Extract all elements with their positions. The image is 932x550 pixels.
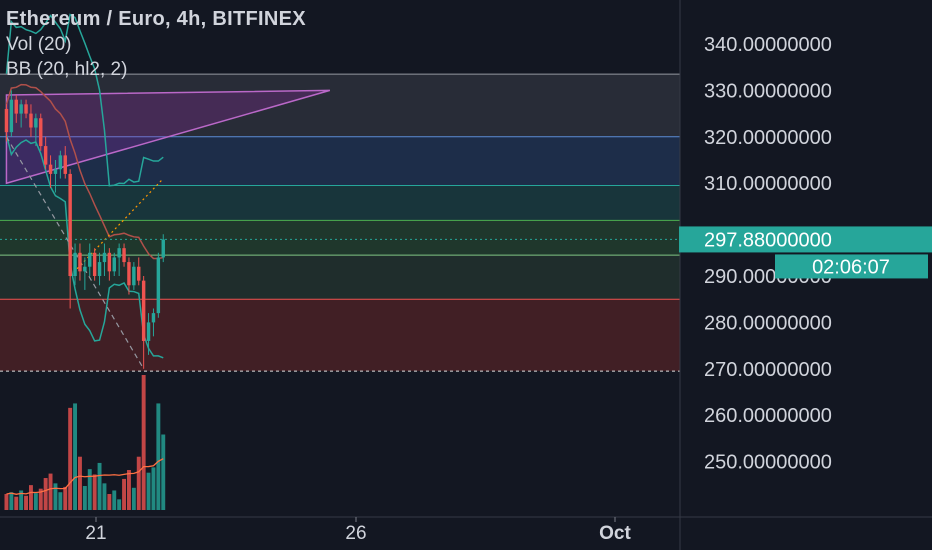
price-axis-tick-label: 340.00000000 bbox=[704, 34, 832, 56]
volume-bar[interactable] bbox=[92, 474, 97, 510]
time-axis-tick-label: 26 bbox=[345, 523, 366, 544]
price-axis-tick-label: 270.00000000 bbox=[704, 359, 832, 381]
volume-bar[interactable] bbox=[68, 407, 73, 510]
candle-body[interactable] bbox=[29, 113, 33, 128]
volume-bar[interactable] bbox=[151, 467, 156, 510]
candle-body[interactable] bbox=[146, 322, 151, 341]
volume-ma-line[interactable] bbox=[6, 458, 164, 495]
volume-bar[interactable] bbox=[73, 403, 78, 510]
price-zone bbox=[0, 74, 680, 137]
bar-countdown: 02:06:07 bbox=[812, 256, 890, 278]
candle-body[interactable] bbox=[4, 108, 9, 133]
volume-bar[interactable] bbox=[33, 493, 38, 510]
volume-bar[interactable] bbox=[63, 486, 68, 510]
candle-body[interactable] bbox=[34, 118, 38, 128]
volume-bar[interactable] bbox=[82, 486, 87, 510]
candle-body[interactable] bbox=[19, 104, 23, 114]
candle-body[interactable] bbox=[132, 266, 136, 286]
candle-body[interactable] bbox=[161, 239, 165, 258]
price-zone bbox=[0, 185, 680, 221]
candle-body[interactable] bbox=[63, 155, 67, 174]
volume-bar[interactable] bbox=[102, 483, 107, 510]
candle-body[interactable] bbox=[14, 99, 18, 114]
candle-body[interactable] bbox=[156, 257, 161, 314]
candle-body[interactable] bbox=[127, 262, 131, 286]
candle-body[interactable] bbox=[9, 99, 14, 133]
price-zone bbox=[0, 136, 680, 186]
volume-bar[interactable] bbox=[156, 403, 161, 510]
price-zone bbox=[0, 299, 680, 372]
candle-body[interactable] bbox=[151, 313, 156, 323]
candle-body[interactable] bbox=[53, 169, 58, 174]
volume-bar[interactable] bbox=[141, 375, 146, 510]
volume-bar[interactable] bbox=[53, 483, 58, 510]
volume-bar[interactable] bbox=[131, 487, 136, 510]
candle-body[interactable] bbox=[78, 252, 82, 272]
volume-bar[interactable] bbox=[4, 494, 9, 510]
volume-bar[interactable] bbox=[77, 456, 82, 510]
candle-body[interactable] bbox=[107, 252, 112, 272]
volume-bar[interactable] bbox=[24, 495, 29, 510]
bollinger-indicator-label[interactable]: BB (20, hl2, 2) bbox=[6, 59, 128, 80]
price-axis-tick-label: 320.00000000 bbox=[704, 127, 832, 149]
volume-bar[interactable] bbox=[87, 469, 92, 510]
volume-bar[interactable] bbox=[43, 478, 48, 510]
volume-bar[interactable] bbox=[126, 470, 131, 510]
candle-body[interactable] bbox=[73, 252, 77, 276]
candle-body[interactable] bbox=[24, 104, 28, 114]
volume-bar[interactable] bbox=[28, 485, 33, 510]
volume-bar[interactable] bbox=[58, 492, 63, 510]
candle-body[interactable] bbox=[122, 248, 126, 263]
price-axis-tick-label: 260.00000000 bbox=[704, 405, 832, 427]
price-axis-tick-label: 280.00000000 bbox=[704, 312, 832, 334]
candle-body[interactable] bbox=[88, 252, 92, 267]
volume-bar[interactable] bbox=[136, 456, 141, 510]
candle-body[interactable] bbox=[137, 266, 141, 281]
volume-bar[interactable] bbox=[112, 490, 117, 510]
last-price-badge[interactable] bbox=[679, 226, 932, 253]
volume-bar[interactable] bbox=[38, 488, 43, 510]
volume-bar[interactable] bbox=[97, 462, 102, 510]
candle-body[interactable] bbox=[68, 173, 72, 276]
volume-indicator-label[interactable]: Vol (20) bbox=[6, 34, 72, 55]
countdown-badge[interactable] bbox=[775, 254, 928, 279]
price-axis-tick-label: 250.00000000 bbox=[704, 452, 832, 474]
bollinger-upper-band[interactable] bbox=[5, 13, 164, 187]
bollinger-lower-band[interactable] bbox=[5, 134, 164, 359]
price-zone bbox=[0, 255, 680, 300]
volume-bar[interactable] bbox=[161, 434, 166, 510]
candle-body[interactable] bbox=[102, 252, 107, 263]
volume-bar[interactable] bbox=[117, 499, 122, 510]
volume-bar[interactable] bbox=[146, 472, 151, 510]
volume-bar[interactable] bbox=[122, 478, 127, 510]
symbol-title[interactable]: Ethereum / Euro, 4h, BITFINEX bbox=[6, 8, 306, 30]
candle-body[interactable] bbox=[112, 257, 116, 272]
candle-body[interactable] bbox=[39, 118, 43, 147]
volume-bar[interactable] bbox=[19, 490, 24, 510]
candle-body[interactable] bbox=[43, 146, 48, 165]
time-axis-tick-label: Oct bbox=[599, 523, 631, 544]
candle-body[interactable] bbox=[83, 266, 87, 272]
candle-body[interactable] bbox=[97, 262, 102, 276]
price-zone bbox=[0, 220, 680, 256]
candle-body[interactable] bbox=[58, 155, 63, 170]
price-axis-tick-label: 330.00000000 bbox=[704, 80, 832, 102]
candle-body[interactable] bbox=[48, 164, 53, 174]
volume-bar[interactable] bbox=[107, 494, 112, 510]
last-price-value: 297.88000000 bbox=[704, 229, 832, 251]
chart-legend: Ethereum / Euro, 4h, BITFINEX Vol (20) B… bbox=[6, 6, 306, 82]
price-axis-tick-label: 310.00000000 bbox=[704, 173, 832, 195]
volume-bar[interactable] bbox=[9, 492, 14, 510]
candle-body[interactable] bbox=[141, 280, 146, 341]
volume-bar[interactable] bbox=[14, 496, 19, 510]
bollinger-basis[interactable] bbox=[5, 83, 164, 260]
candle-body[interactable] bbox=[117, 248, 121, 258]
volume-bar[interactable] bbox=[48, 473, 53, 510]
time-axis-tick-label: 21 bbox=[85, 523, 106, 544]
candle-body[interactable] bbox=[92, 252, 97, 276]
